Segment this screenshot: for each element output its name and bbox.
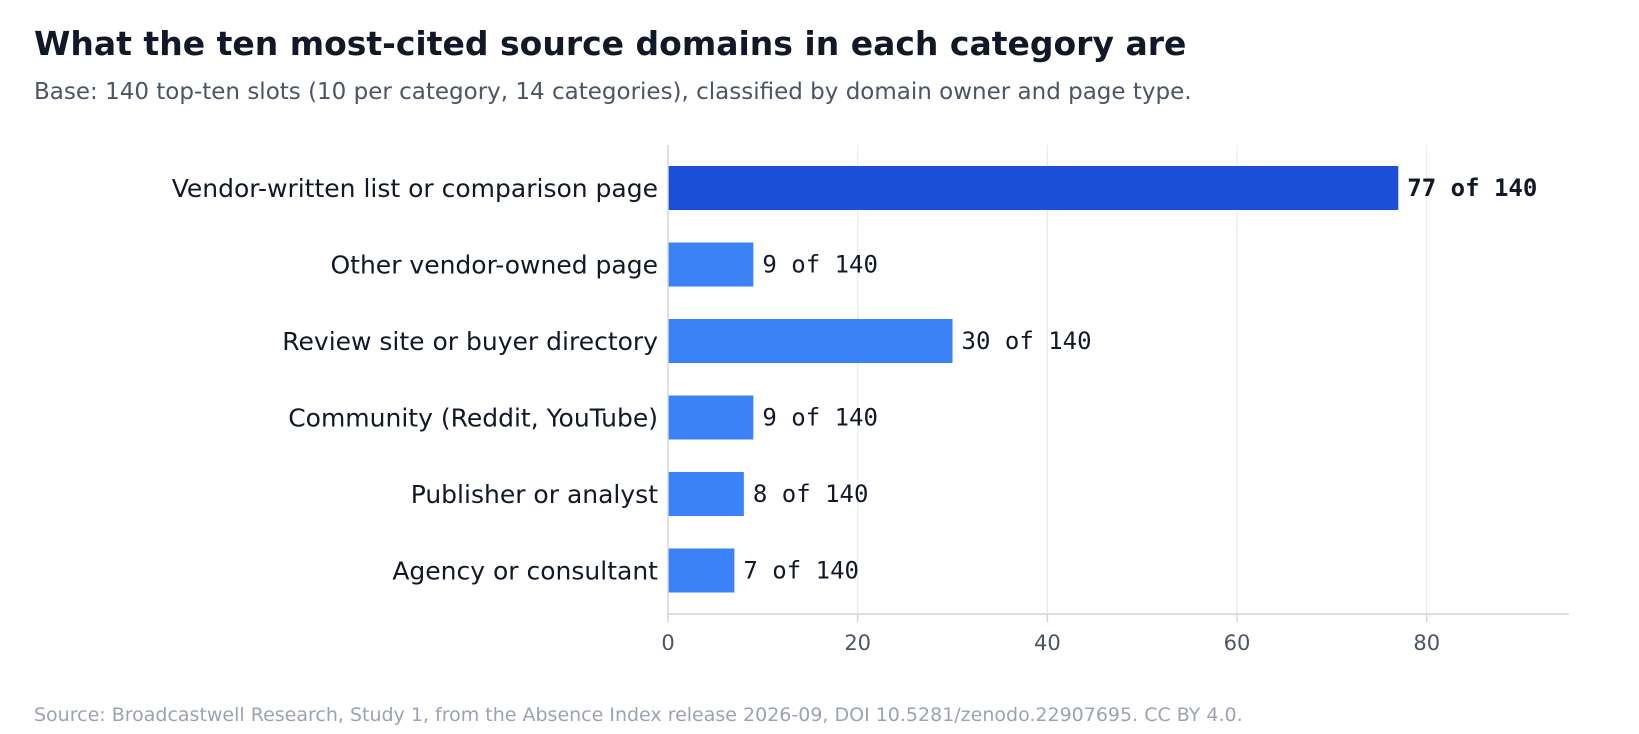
chart-subtitle: Base: 140 top-ten slots (10 per category… — [34, 79, 1192, 105]
source-note: Source: Broadcastwell Research, Study 1,… — [34, 704, 1243, 726]
category-label: Vendor-written list or comparison page — [172, 174, 658, 203]
bar — [668, 472, 744, 516]
x-tick-label: 80 — [1413, 631, 1440, 655]
bars — [668, 166, 1399, 593]
bar — [668, 548, 735, 593]
value-label: 9 of 140 — [762, 404, 878, 432]
value-label: 77 of 140 — [1407, 174, 1537, 202]
category-label: Publisher or analyst — [411, 480, 658, 509]
labels: Vendor-written list or comparison page 77… — [172, 174, 1538, 586]
value-label: 8 of 140 — [753, 480, 869, 508]
category-label: Agency or consultant — [392, 557, 658, 586]
x-tick-label: 20 — [844, 631, 871, 655]
x-tick-label: 40 — [1034, 631, 1061, 655]
category-label: Other vendor-owned page — [330, 251, 658, 280]
chart-title: What the ten most-cited source domains i… — [34, 24, 1187, 63]
value-label: 30 of 140 — [962, 327, 1092, 355]
x-axis: 0 20 40 60 80 — [661, 145, 1569, 655]
x-tick-label: 60 — [1224, 631, 1251, 655]
category-label: Review site or buyer directory — [282, 327, 658, 356]
x-tick-label: 0 — [661, 631, 674, 655]
bar — [668, 319, 953, 363]
bar — [668, 395, 754, 440]
bar-chart: Vendor-written list or comparison page 77… — [172, 145, 1569, 655]
category-label: Community (Reddit, YouTube) — [288, 404, 658, 433]
bar — [668, 166, 1399, 210]
bar — [668, 242, 754, 287]
value-label: 7 of 140 — [743, 557, 859, 585]
gridlines — [857, 145, 1428, 614]
value-label: 9 of 140 — [762, 251, 878, 279]
